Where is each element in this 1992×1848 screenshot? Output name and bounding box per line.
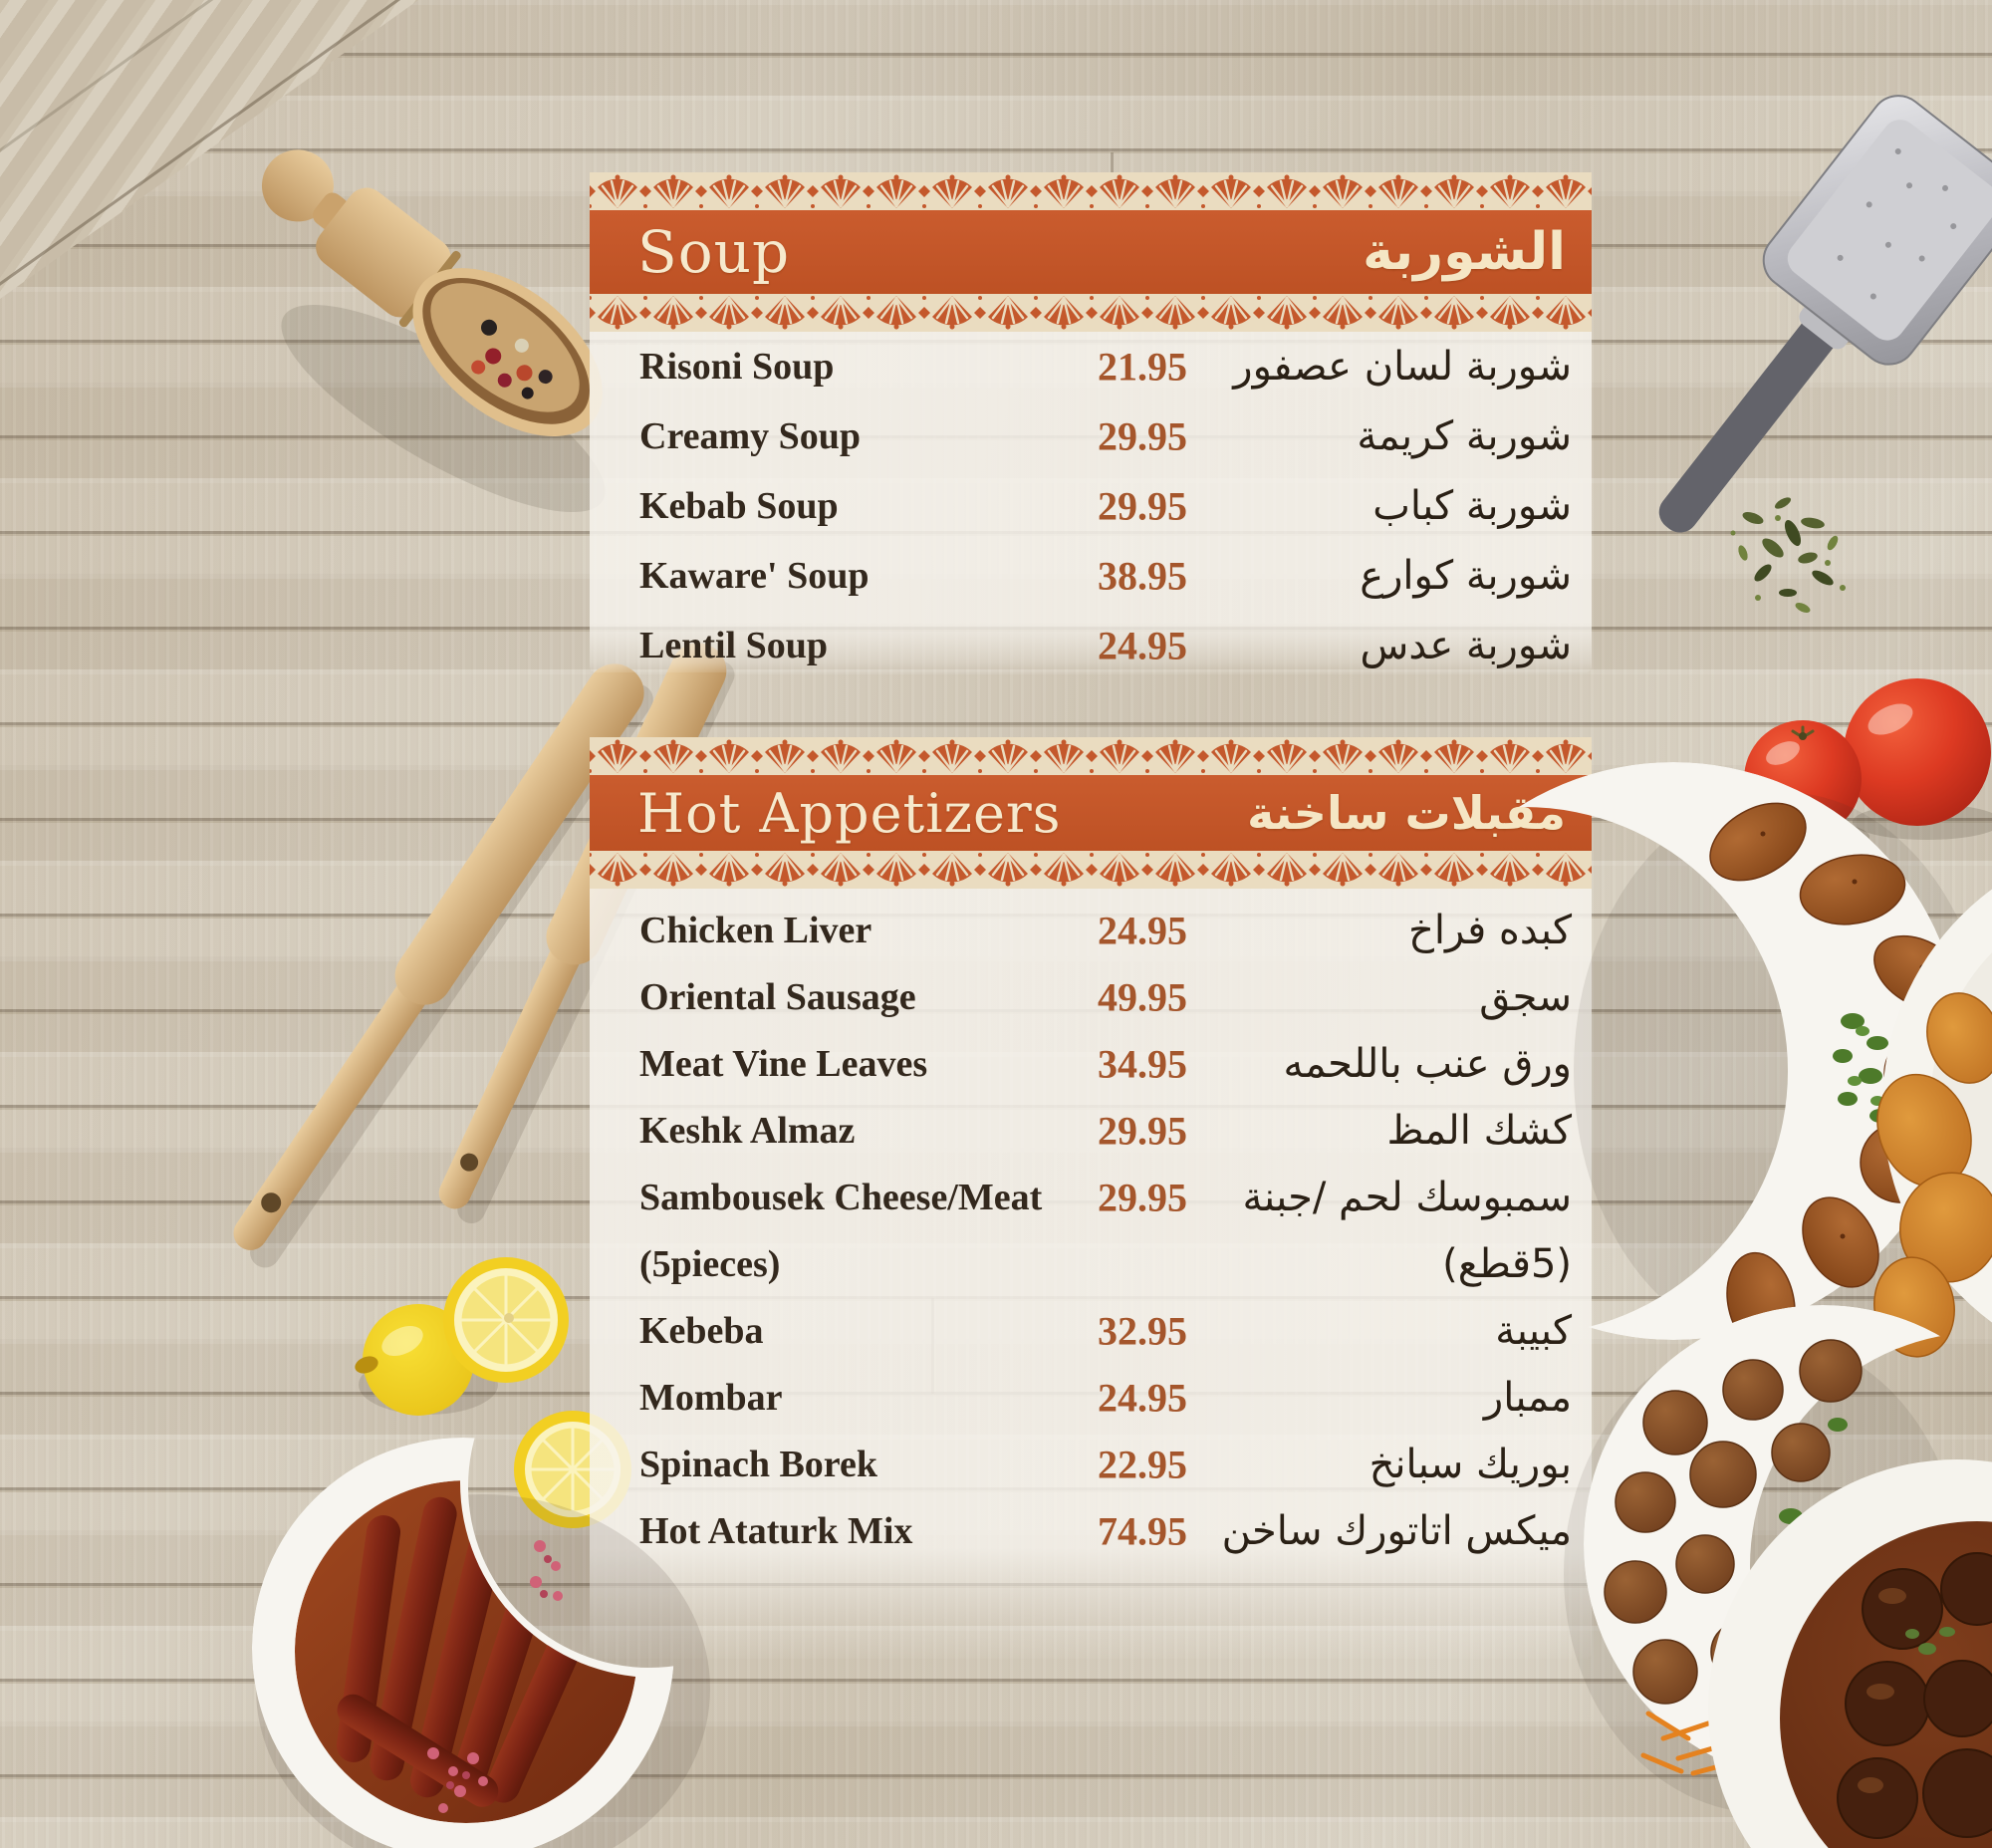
item-price: 49.95 [1098, 974, 1187, 1019]
item-name-en: Kaware' Soup [639, 555, 870, 597]
item-name-en: Spinach Borek [639, 1443, 877, 1485]
item-price: 29.95 [1098, 483, 1187, 529]
soup-title-en: Soup [637, 218, 791, 286]
item-name-en: Lentil Soup [639, 625, 829, 666]
menu-item-row: Kebeba 32.95 كبيبة [590, 1297, 1592, 1364]
item-price: 24.95 [1098, 1375, 1187, 1420]
item-name-en: Risoni Soup [639, 346, 835, 388]
item-price: 29.95 [1098, 413, 1187, 459]
lace-border-bottom-icon [590, 294, 1592, 332]
item-name-ar: ممبار [1483, 1374, 1572, 1421]
item-note-en: (5pieces) [639, 1242, 781, 1285]
item-name-ar: شوربة كريمة [1357, 413, 1572, 459]
menu-item-row: Creamy Soup 29.95 شوربة كريمة [590, 401, 1592, 471]
item-price: 29.95 [1098, 1108, 1187, 1153]
item-name-en: Kebab Soup [639, 485, 839, 527]
item-price: 32.95 [1098, 1308, 1187, 1353]
kibbeh-plate-photo [1384, 762, 1992, 1353]
item-name-ar: شوربة كوارع [1360, 553, 1572, 599]
item-name-en: Keshk Almaz [639, 1109, 856, 1152]
dried-herbs-photo [1730, 497, 1846, 613]
soup-items-list: Risoni Soup 21.95 شوربة لسان عصفور Creamy S… [590, 332, 1592, 680]
menu-item-row: Spinach Borek 22.95 بوريك سبانخ [590, 1431, 1592, 1497]
hot-appetizers-title-en: Hot Appetizers [637, 781, 1062, 845]
item-price: 74.95 [1098, 1508, 1187, 1553]
menu-item-row: Kebab Soup 29.95 شوربة كباب [590, 471, 1592, 541]
menu-item-row: Mombar 24.95 ممبار [590, 1364, 1592, 1431]
item-name-ar: شوربة عدس [1360, 623, 1572, 668]
item-name-en: Kebeba [639, 1309, 764, 1352]
soup-title-ar: الشوربة [1363, 222, 1566, 282]
item-name-en: Mombar [639, 1376, 783, 1419]
hot-appetizers-header-band: Hot Appetizers مقبلات ساخنة [590, 775, 1592, 851]
sausage-dish-photo [252, 1438, 710, 1848]
lace-border-top-icon [590, 172, 1592, 210]
item-name-en: Oriental Sausage [639, 975, 916, 1018]
item-price: 34.95 [1098, 1041, 1187, 1086]
menu-item-row: Risoni Soup 21.95 شوربة لسان عصفور [590, 332, 1592, 401]
item-price: 29.95 [1098, 1175, 1187, 1219]
meat-stew-plate-photo [1708, 1459, 1992, 1848]
wooden-scoop-with-peppercorns-photo [261, 149, 606, 513]
item-name-en: Sambousek Cheese/Meat [639, 1176, 1043, 1218]
item-name-en: Creamy Soup [639, 415, 862, 457]
lace-border-bottom-icon [590, 851, 1592, 889]
soup-header-band: Soup الشوربة [590, 210, 1592, 294]
item-name-en: Chicken Liver [639, 909, 872, 951]
item-name-ar: ميكس اتاتورك ساخن [1221, 1507, 1572, 1554]
soup-section: Soup الشوربة Risoni Soup 21.95 شوربة لسان … [590, 172, 1592, 672]
menu-item-note-row: (5pieces)(5قطع) [590, 1230, 1592, 1297]
menu-item-row: Kaware' Soup 38.95 شوربة كوارع [590, 541, 1592, 611]
item-name-ar: شوربة لسان عصفور [1233, 344, 1572, 390]
item-price: 24.95 [1098, 623, 1187, 668]
item-name-en: Hot Ataturk Mix [639, 1509, 913, 1552]
menu-item-row: Lentil Soup 24.95 شوربة عدس [590, 611, 1592, 680]
item-name-ar: شوربة كباب [1372, 483, 1572, 529]
menu-item-row: Hot Ataturk Mix 74.95 ميكس اتاتورك ساخن [590, 1497, 1592, 1564]
item-price: 24.95 [1098, 908, 1187, 952]
item-price: 22.95 [1098, 1442, 1187, 1486]
item-name-ar: بوريك سبانخ [1369, 1441, 1572, 1487]
item-price: 21.95 [1098, 344, 1187, 390]
lace-border-top-icon [590, 737, 1592, 775]
metal-grater-photo [1658, 95, 1992, 533]
item-name-en: Meat Vine Leaves [639, 1042, 928, 1085]
item-price: 38.95 [1098, 553, 1187, 599]
sambousek-plate-photo [1873, 889, 1992, 1358]
